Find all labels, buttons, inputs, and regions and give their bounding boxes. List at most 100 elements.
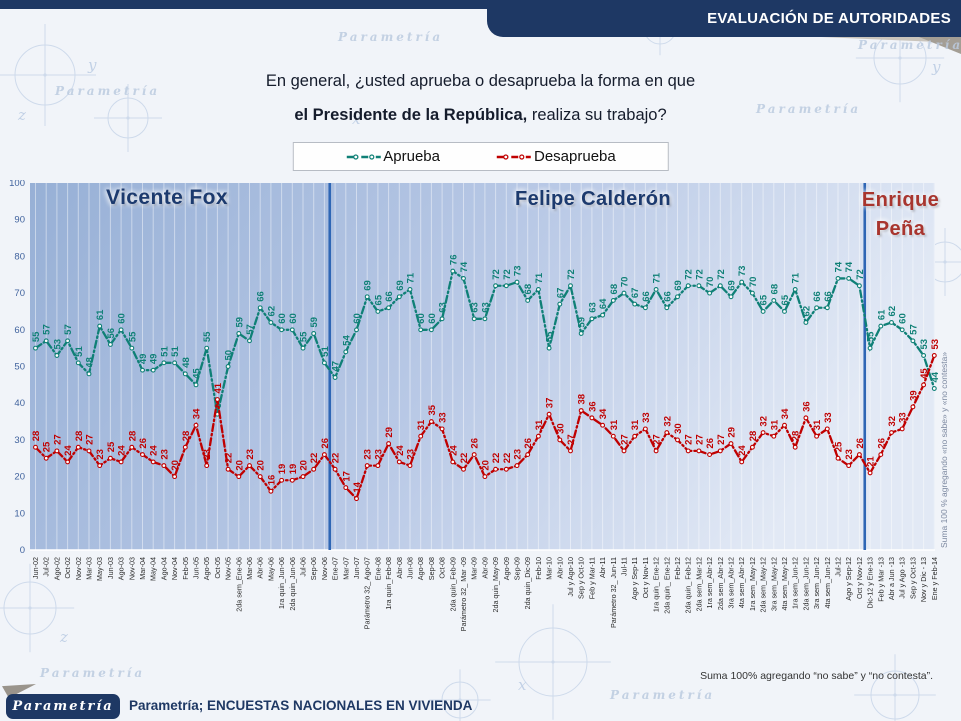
question-title: En general, ¿usted aprueba o desaprueba … xyxy=(0,64,961,132)
svg-text:31: 31 xyxy=(534,419,545,430)
svg-text:Sep y Oct-13: Sep y Oct-13 xyxy=(908,557,917,599)
svg-text:71: 71 xyxy=(652,272,663,283)
header-fold-shadow xyxy=(821,37,961,43)
svg-text:3ra sem_Jun-12: 3ra sem_Jun-12 xyxy=(812,557,821,609)
footer-source-text: Parametría; ENCUESTAS NACIONALES EN VIVI… xyxy=(129,698,473,713)
svg-text:60: 60 xyxy=(288,313,299,324)
svg-text:27: 27 xyxy=(85,434,96,445)
desaprueba-line-icon xyxy=(496,153,531,160)
svg-text:2da quin_Dic-09: 2da quin_Dic-09 xyxy=(523,557,532,609)
svg-text:24: 24 xyxy=(448,445,459,456)
svg-text:48: 48 xyxy=(181,357,192,368)
svg-text:2da sem_Abr-12: 2da sem_Abr-12 xyxy=(716,557,725,610)
svg-text:65: 65 xyxy=(373,294,384,305)
svg-text:Sep-08: Sep-08 xyxy=(427,557,436,580)
svg-text:76: 76 xyxy=(448,255,459,266)
svg-text:26: 26 xyxy=(138,438,149,449)
svg-text:Jul y Ago -13: Jul y Ago -13 xyxy=(898,557,907,599)
svg-text:31: 31 xyxy=(416,419,427,430)
svg-text:2da quin_May-09: 2da quin_May-09 xyxy=(491,557,500,613)
svg-text:23: 23 xyxy=(245,449,256,460)
svg-text:23: 23 xyxy=(95,449,106,460)
svg-text:63: 63 xyxy=(480,302,491,313)
svg-text:27: 27 xyxy=(652,434,663,445)
question-line-2-bold: el Presidente de la República, xyxy=(294,106,528,124)
svg-text:z: z xyxy=(17,106,26,124)
svg-text:2da sem_Jun-12: 2da sem_Jun-12 xyxy=(801,557,810,611)
svg-text:19: 19 xyxy=(288,464,299,475)
svg-text:68: 68 xyxy=(609,284,620,295)
bottom-note: Suma 100% agregando “no sabe” y “no cont… xyxy=(700,670,933,682)
legend-label-desaprueba: Desaprueba xyxy=(533,148,616,165)
svg-text:72: 72 xyxy=(566,269,577,280)
svg-text:23: 23 xyxy=(844,449,855,460)
svg-text:Nov-04: Nov-04 xyxy=(170,557,179,580)
svg-text:Mar-09: Mar-09 xyxy=(470,557,479,580)
svg-text:72: 72 xyxy=(716,269,727,280)
svg-text:66: 66 xyxy=(812,291,823,302)
svg-text:25: 25 xyxy=(106,441,117,452)
svg-text:Ago-05: Ago-05 xyxy=(202,557,211,580)
svg-text:1ra sem_Abr-12: 1ra sem_Abr-12 xyxy=(705,557,714,609)
svg-text:z: z xyxy=(59,628,68,646)
svg-text:22: 22 xyxy=(224,453,235,464)
svg-text:100: 100 xyxy=(9,180,25,189)
svg-text:10: 10 xyxy=(14,508,25,519)
svg-text:Oct y Nov-11: Oct y Nov-11 xyxy=(641,557,650,598)
svg-text:34: 34 xyxy=(598,408,609,419)
svg-text:59: 59 xyxy=(234,317,245,328)
svg-text:67: 67 xyxy=(555,288,566,299)
svg-text:24: 24 xyxy=(737,445,748,456)
svg-text:31: 31 xyxy=(609,419,620,430)
svg-text:24: 24 xyxy=(63,445,74,456)
svg-text:4ta sem_May-12: 4ta sem_May-12 xyxy=(780,557,789,611)
svg-text:23: 23 xyxy=(159,449,170,460)
svg-text:Ene y Feb-14: Ene y Feb-14 xyxy=(930,557,939,600)
svg-text:Jun-02: Jun-02 xyxy=(31,557,40,579)
svg-text:72: 72 xyxy=(491,269,502,280)
svg-text:26: 26 xyxy=(876,438,887,449)
svg-text:69: 69 xyxy=(363,280,374,291)
svg-text:31: 31 xyxy=(812,419,823,430)
svg-text:19: 19 xyxy=(277,464,288,475)
svg-text:Jul y Ago-10: Jul y Ago-10 xyxy=(566,557,575,597)
svg-text:24: 24 xyxy=(395,445,406,456)
svg-text:38: 38 xyxy=(577,394,588,405)
svg-text:Oct-05: Oct-05 xyxy=(213,557,222,579)
svg-text:Parámetro 32_ Mar -09: Parámetro 32_ Mar -09 xyxy=(459,557,468,631)
svg-text:Jul-11: Jul-11 xyxy=(620,557,629,576)
svg-text:27: 27 xyxy=(684,434,695,445)
svg-text:Oct-02: Oct-02 xyxy=(63,557,72,579)
svg-text:31: 31 xyxy=(769,419,780,430)
svg-text:Dic-12 y Ene-13: Dic-12 y Ene-13 xyxy=(866,557,875,609)
svg-text:65: 65 xyxy=(759,294,770,305)
svg-text:55: 55 xyxy=(127,331,138,342)
svg-text:28: 28 xyxy=(791,431,802,442)
svg-text:26: 26 xyxy=(705,438,716,449)
svg-text:y: y xyxy=(931,58,941,76)
svg-text:Suma 100 % agregando «no sabe»: Suma 100 % agregando «no sabe» y «no con… xyxy=(939,352,949,548)
svg-text:20: 20 xyxy=(170,460,181,471)
svg-text:68: 68 xyxy=(523,284,534,295)
svg-text:34: 34 xyxy=(780,408,791,419)
svg-text:55: 55 xyxy=(202,331,213,342)
svg-text:26: 26 xyxy=(523,438,534,449)
svg-text:55: 55 xyxy=(545,331,556,342)
svg-text:27: 27 xyxy=(716,434,727,445)
svg-text:32: 32 xyxy=(887,416,898,427)
svg-text:21: 21 xyxy=(866,456,877,467)
svg-text:23: 23 xyxy=(202,449,213,460)
svg-text:90: 90 xyxy=(14,215,25,226)
watermark-text: Parametría xyxy=(338,30,444,44)
svg-text:Ago-04: Ago-04 xyxy=(159,557,168,580)
svg-text:23: 23 xyxy=(406,449,417,460)
svg-text:Jun-03: Jun-03 xyxy=(106,557,115,579)
legend-label-aprueba: Aprueba xyxy=(383,148,440,165)
svg-text:x: x xyxy=(518,676,527,694)
svg-text:37: 37 xyxy=(545,398,556,409)
svg-text:Mar-06: Mar-06 xyxy=(245,557,254,580)
svg-text:69: 69 xyxy=(727,280,738,291)
svg-text:61: 61 xyxy=(95,309,106,320)
svg-text:57: 57 xyxy=(245,324,256,335)
